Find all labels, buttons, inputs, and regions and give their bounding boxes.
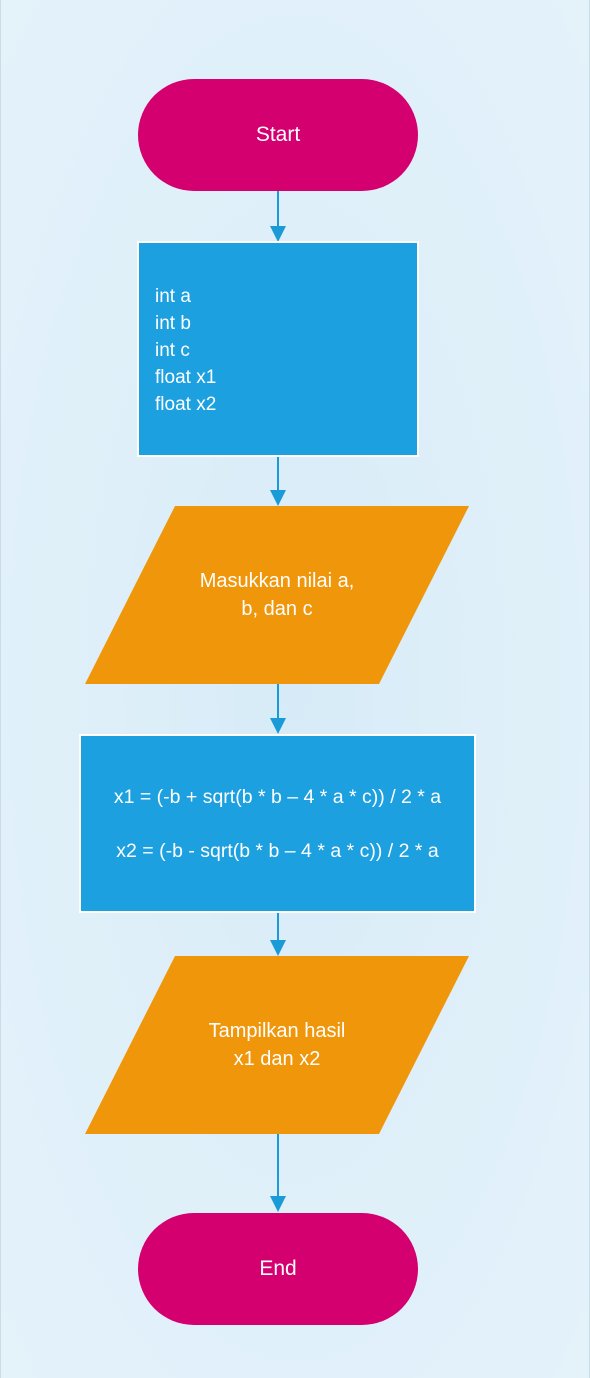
formula-x2: x2 = (-b - sqrt(b * b – 4 * a * c)) / 2 …	[116, 840, 439, 862]
declaration-line: int c	[155, 340, 190, 361]
declaration-box: int a int b int c float x1 float x2	[137, 241, 419, 457]
start-terminal: Start	[138, 79, 418, 191]
declaration-line: float x2	[155, 394, 217, 415]
arrow-input-to-compute	[270, 684, 286, 734]
declaration-list: int a int b int c float x1 float x2	[155, 283, 216, 418]
declaration-line: int a	[155, 286, 191, 307]
end-terminal: End	[138, 1213, 418, 1325]
formula-x1: x1 = (-b + sqrt(b * b – 4 * a * c)) / 2 …	[113, 786, 442, 808]
declaration-line: float x1	[155, 367, 217, 388]
output-line-2: x1 dan x2	[233, 1048, 321, 1070]
input-shape	[85, 506, 469, 684]
input-text: Masukkan nilai a, b, dan c	[85, 506, 469, 684]
output-parallelogram: Tampilkan hasil x1 dan x2	[85, 956, 469, 1134]
arrow-output-to-end	[270, 1134, 286, 1212]
arrow-compute-to-output	[270, 912, 286, 956]
start-label: Start	[255, 123, 301, 146]
end-label: End	[259, 1257, 297, 1280]
output-line-1: Tampilkan hasil	[208, 1020, 346, 1042]
input-parallelogram: Masukkan nilai a, b, dan c	[85, 506, 469, 684]
declaration-line: int b	[155, 313, 191, 334]
input-line-2: b, dan c	[241, 598, 313, 620]
arrow-declare-to-input	[270, 456, 286, 506]
compute-box: x1 = (-b + sqrt(b * b – 4 * a * c)) / 2 …	[79, 734, 476, 913]
input-line-1: Masukkan nilai a,	[199, 570, 355, 592]
output-text: Tampilkan hasil x1 dan x2	[85, 956, 469, 1134]
arrow-start-to-declare	[270, 190, 286, 242]
output-shape	[85, 956, 469, 1134]
